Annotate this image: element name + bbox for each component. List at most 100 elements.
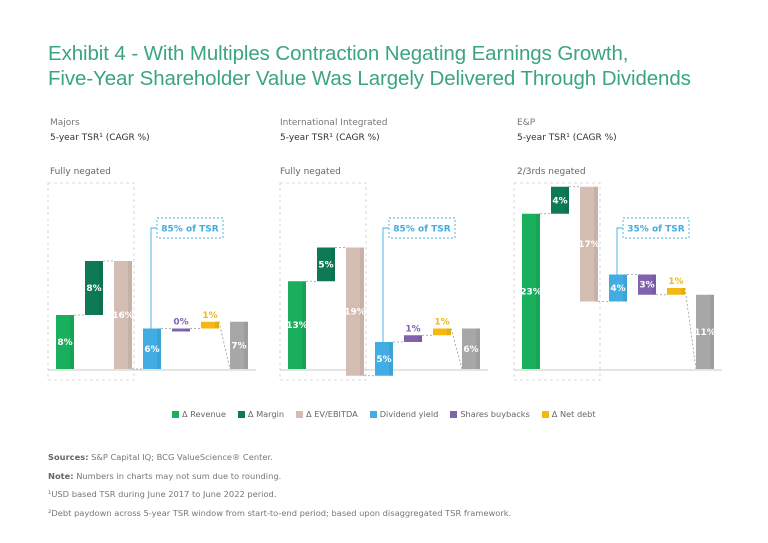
- panel-header-ep: E&P 5-year TSR¹ (CAGR %): [517, 116, 617, 146]
- data-label: 5%: [376, 355, 391, 365]
- bar-shade: [418, 335, 422, 342]
- negation-box: [513, 182, 601, 381]
- data-label: 4%: [552, 196, 567, 206]
- panel-header-majors: Majors 5-year TSR¹ (CAGR %): [50, 116, 150, 146]
- bar-shade: [157, 328, 161, 369]
- panel-note-majors: Fully negated: [50, 167, 111, 177]
- connector-line: [218, 321, 231, 370]
- bar-shade: [99, 261, 103, 315]
- legend-item-net-debt: Δ Net debt: [541, 409, 596, 419]
- callout-leader: [616, 227, 623, 275]
- bar-ev-ebitda: [114, 261, 132, 369]
- bar-shade: [447, 328, 451, 336]
- chart-legend: Δ Revenue Δ Margin Δ EV/EBITDA Dividend yie…: [172, 409, 596, 419]
- data-label: 13%: [286, 321, 308, 331]
- sources-label: Sources:: [48, 452, 89, 462]
- bar-revenue: [288, 281, 306, 369]
- footnote-1: ¹USD based TSR during June 2017 to June …: [48, 489, 277, 499]
- bar-shade: [215, 321, 219, 329]
- negation-box: [47, 182, 135, 381]
- panel-group-label: Majors: [50, 118, 80, 128]
- legend-swatch: [296, 410, 304, 418]
- bar-ev-ebitda: [346, 247, 364, 376]
- legend-label: Dividend yield: [379, 409, 439, 419]
- data-label: 7%: [231, 341, 246, 351]
- bar-margin: [85, 261, 103, 315]
- bar-net-debt: [433, 328, 451, 336]
- note-line: Note: Numbers in charts may not sum due …: [48, 467, 511, 486]
- bar-shade: [565, 186, 569, 214]
- data-label: 11%: [694, 328, 716, 338]
- panel-note-international: Fully negated: [280, 167, 341, 177]
- legend-swatch: [237, 410, 245, 418]
- panel-subtitle: 5-year TSR¹ (CAGR %): [280, 133, 380, 143]
- legend-swatch: [450, 410, 458, 418]
- bar-shade: [389, 342, 393, 376]
- bar-buybacks: [404, 335, 422, 342]
- bar-buybacks: [172, 328, 190, 332]
- data-label: 8%: [86, 284, 101, 294]
- callout-box: [622, 217, 690, 239]
- bar-margin: [317, 247, 335, 282]
- panel-header-international: International Integrated 5-year TSR¹ (CA…: [280, 116, 387, 146]
- bar-ev-ebitda: [580, 186, 598, 302]
- data-label: 19%: [344, 308, 366, 318]
- legend-item-buybacks: Shares buybacks: [450, 409, 530, 419]
- bar-shade: [594, 186, 598, 302]
- sources-text: S&P Capital IQ; BCG ValueScience® Center…: [88, 452, 273, 462]
- footnotes: Sources: S&P Capital IQ; BCG ValueScienc…: [48, 448, 511, 522]
- bar-shade: [360, 247, 364, 376]
- legend-label: Δ Revenue: [182, 409, 226, 419]
- callout-text: 85% of TSR: [393, 225, 451, 235]
- note-text: Numbers in charts may not sum due to rou…: [73, 470, 282, 481]
- data-label: 1%: [434, 318, 449, 328]
- bar-net-debt: [201, 321, 219, 329]
- legend-item-ev-ebitda: Δ EV/EBITDA: [296, 409, 358, 419]
- bar-total: [462, 328, 480, 369]
- bar-revenue: [56, 315, 74, 369]
- legend-label: Shares buybacks: [460, 409, 530, 419]
- legend-item-dividend: Dividend yield: [369, 409, 439, 419]
- legend-label: Δ Net debt: [551, 409, 596, 419]
- legend-swatch: [541, 410, 549, 418]
- bar-shade: [244, 321, 248, 369]
- bar-revenue: [522, 213, 540, 369]
- data-label: 8%: [57, 338, 72, 348]
- callout-leader: [150, 227, 157, 329]
- data-label: 6%: [463, 345, 478, 355]
- legend-label: Δ Margin: [247, 409, 285, 419]
- panel-group-label: E&P: [517, 118, 536, 128]
- callout-leader: [382, 227, 389, 342]
- data-label: 5%: [318, 260, 333, 270]
- exhibit-title: Exhibit 4 - With Multiples Contraction N…: [48, 41, 748, 91]
- bar-shade: [623, 274, 627, 302]
- bar-shade: [710, 294, 714, 369]
- legend-label: Δ EV/EBITDA: [306, 409, 358, 419]
- title-line-2: Five-Year Shareholder Value Was Largely …: [48, 67, 691, 90]
- bar-shade: [128, 261, 132, 369]
- bar-total: [696, 294, 714, 369]
- callout-text: 85% of TSR: [161, 225, 219, 235]
- bar-dividend: [143, 328, 161, 369]
- bar-shade: [681, 288, 685, 295]
- data-label: 3%: [639, 281, 654, 291]
- bar-shade: [476, 328, 480, 369]
- data-label: 1%: [405, 324, 420, 334]
- bar-shade: [186, 328, 190, 332]
- bar-shade: [331, 247, 335, 282]
- data-label: 23%: [520, 287, 542, 297]
- callout-text: 35% of TSR: [627, 225, 685, 235]
- legend-item-revenue: Δ Revenue: [172, 409, 226, 419]
- negation-box: [279, 182, 367, 381]
- footnote-2: ²Debt paydown across 5-year TSR window f…: [48, 507, 512, 518]
- title-line-1: Exhibit 4 - With Multiples Contraction N…: [48, 42, 629, 65]
- note-label: Note:: [48, 470, 74, 481]
- bar-dividend: [609, 274, 627, 302]
- data-label: 1%: [668, 277, 683, 287]
- data-label: 0%: [173, 318, 188, 328]
- data-label: 6%: [144, 345, 159, 355]
- panel-subtitle: 5-year TSR¹ (CAGR %): [50, 133, 150, 143]
- panel-group-label: International Integrated: [280, 118, 388, 128]
- bar-net-debt: [667, 288, 685, 295]
